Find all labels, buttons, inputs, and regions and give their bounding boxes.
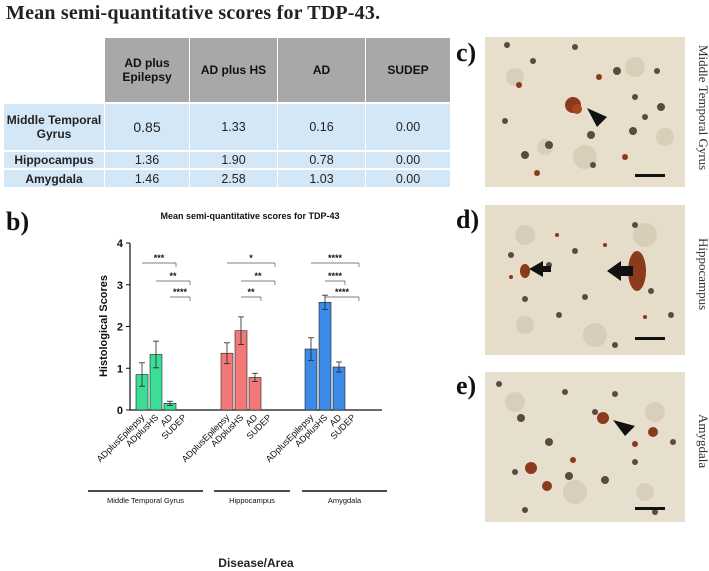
panel-label-c: c) (456, 38, 477, 67)
significance-label: **** (328, 271, 343, 281)
table-cell: 0.00 (365, 150, 451, 169)
panel-label-b: b) (6, 207, 30, 236)
row-label: Hippocampus (4, 150, 105, 169)
bar-chart: Mean semi-quantitative scores for TDP-43… (88, 211, 387, 570)
y-tick-label: 4 (117, 238, 124, 250)
scale-bar (635, 174, 665, 177)
arrow-left-icon (529, 261, 551, 277)
table-cell: 0.00 (365, 168, 451, 187)
bar (332, 366, 346, 411)
table-cell: 1.36 (104, 150, 190, 169)
micrograph-middle-temporal-gyrus (485, 37, 685, 187)
bar (248, 377, 262, 411)
col-header: AD plus Epilepsy (104, 38, 190, 103)
significance-label: **** (328, 253, 343, 263)
table-row: Middle Temporal Gyrus 0.85 1.33 0.16 0.0… (4, 102, 451, 151)
significance-label: ** (169, 271, 177, 281)
side-label-hippocampus: Hippocampus (696, 238, 709, 311)
panel-label-d: d) (456, 205, 480, 234)
table-cell: 0.85 (104, 102, 190, 151)
y-tick-label: 2 (117, 322, 123, 334)
table-cell: 1.46 (104, 168, 190, 187)
y-tick-label: 3 (117, 280, 123, 292)
group-label: Hippocampus (229, 496, 275, 505)
table-cell: 1.03 (277, 168, 366, 187)
table-row: Hippocampus 1.36 1.90 0.78 0.00 (4, 150, 451, 169)
table-row: Amygdala 1.46 2.58 1.03 0.00 (4, 168, 451, 187)
bar (318, 301, 332, 411)
micrograph-hippocampus (485, 205, 685, 355)
scale-bar (635, 337, 665, 340)
scores-table: AD plus Epilepsy AD plus HS AD SUDEP Mid… (4, 38, 451, 187)
table-cell: 0.00 (365, 102, 451, 151)
x-axis-label: Disease/Area (218, 556, 294, 570)
panel-label-e: e) (456, 371, 477, 400)
arrow-left-icon (607, 261, 633, 281)
significance-label: ** (254, 271, 262, 281)
arrowhead-icon (613, 420, 635, 436)
chart-title: Mean semi-quantitative scores for TDP-43 (160, 211, 339, 221)
side-label-middle-temporal-gyrus: Middle Temporal Gyrus (696, 45, 709, 171)
table-cell: 0.78 (277, 150, 366, 169)
y-tick-label: 0 (117, 405, 123, 417)
row-label: Amygdala (4, 168, 105, 187)
figure-title: Mean semi-quantitative scores for TDP-43… (6, 2, 381, 24)
significance-label: ** (247, 287, 255, 297)
y-axis-label: Histological Scores (98, 275, 110, 377)
significance-label: **** (173, 287, 188, 297)
table-header-row: AD plus Epilepsy AD plus HS AD SUDEP (4, 38, 451, 103)
micrograph-amygdala (485, 372, 685, 522)
table-cell: 2.58 (189, 168, 278, 187)
group-label: Middle Temporal Gyrus (107, 496, 184, 505)
significance-label: * (249, 253, 253, 263)
significance-label: *** (154, 253, 165, 263)
row-label: Middle Temporal Gyrus (4, 102, 105, 151)
table-corner (4, 38, 105, 103)
table-cell: 0.16 (277, 102, 366, 151)
table-cell: 1.90 (189, 150, 278, 169)
col-header: AD plus HS (189, 38, 278, 103)
arrowhead-icon (587, 108, 607, 127)
y-tick-label: 1 (117, 363, 123, 375)
table-cell: 1.33 (189, 102, 278, 151)
significance-label: **** (335, 287, 350, 297)
group-label: Amygdala (328, 496, 362, 505)
side-label-amygdala: Amygdala (696, 414, 709, 469)
scale-bar (635, 507, 665, 510)
col-header: SUDEP (365, 38, 451, 103)
col-header: AD (277, 38, 366, 103)
